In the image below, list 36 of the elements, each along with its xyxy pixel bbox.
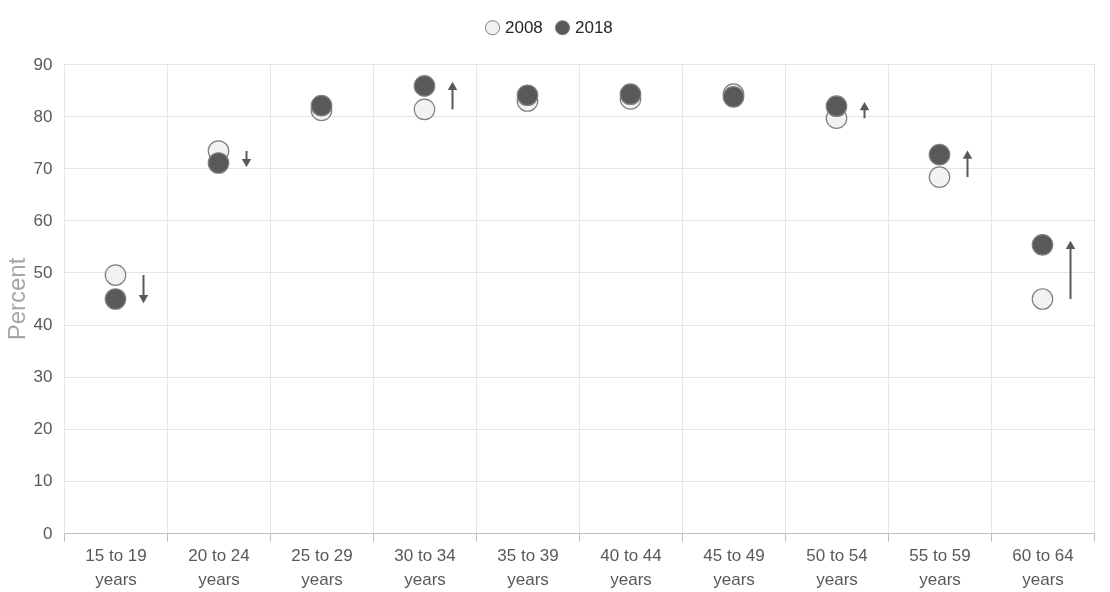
point: [516, 84, 539, 107]
point: [619, 83, 642, 106]
y-tick-label: 30: [33, 367, 53, 387]
x-tick-label: 25 to 29 years: [291, 545, 353, 589]
y-tick-label: 40: [33, 315, 53, 335]
x-tick-label: 45 to 49 years: [703, 545, 765, 589]
point: [1031, 288, 1054, 310]
point: [413, 98, 436, 121]
legend-label: 2008: [505, 17, 543, 37]
x-tick-label: 20 to 24 years: [188, 545, 250, 589]
x-tick-label: 55 to 59 years: [909, 545, 971, 589]
point: [104, 264, 127, 286]
y-tick-label: 10: [33, 471, 53, 491]
y-tick-label: 70: [33, 158, 53, 178]
x-tick-label: 60 to 64 years: [1012, 545, 1074, 589]
point: [310, 94, 333, 117]
point: [928, 143, 951, 166]
x-tick-label: 40 to 44 years: [600, 545, 662, 589]
y-tick-label: 90: [33, 54, 53, 74]
x-tick-label: 50 to 54 years: [806, 545, 868, 589]
x-tick-label: 30 to 34 years: [394, 545, 456, 589]
point: [413, 75, 436, 97]
point: [928, 166, 951, 188]
y-tick-label: 0: [43, 523, 53, 543]
y-tick-label: 50: [33, 262, 53, 282]
point: [104, 288, 127, 310]
x-tick-label: 35 to 39 years: [497, 545, 559, 589]
y-tick-label: 60: [33, 210, 53, 230]
point: [1031, 234, 1054, 256]
point: [207, 152, 230, 174]
y-axis-title: Percent: [2, 257, 30, 341]
x-tick-label: 15 to 19 years: [85, 545, 147, 589]
legend-label: 2018: [575, 17, 613, 37]
point: [825, 95, 848, 118]
y-tick-label: 20: [33, 419, 53, 439]
y-tick-label: 80: [33, 106, 53, 126]
